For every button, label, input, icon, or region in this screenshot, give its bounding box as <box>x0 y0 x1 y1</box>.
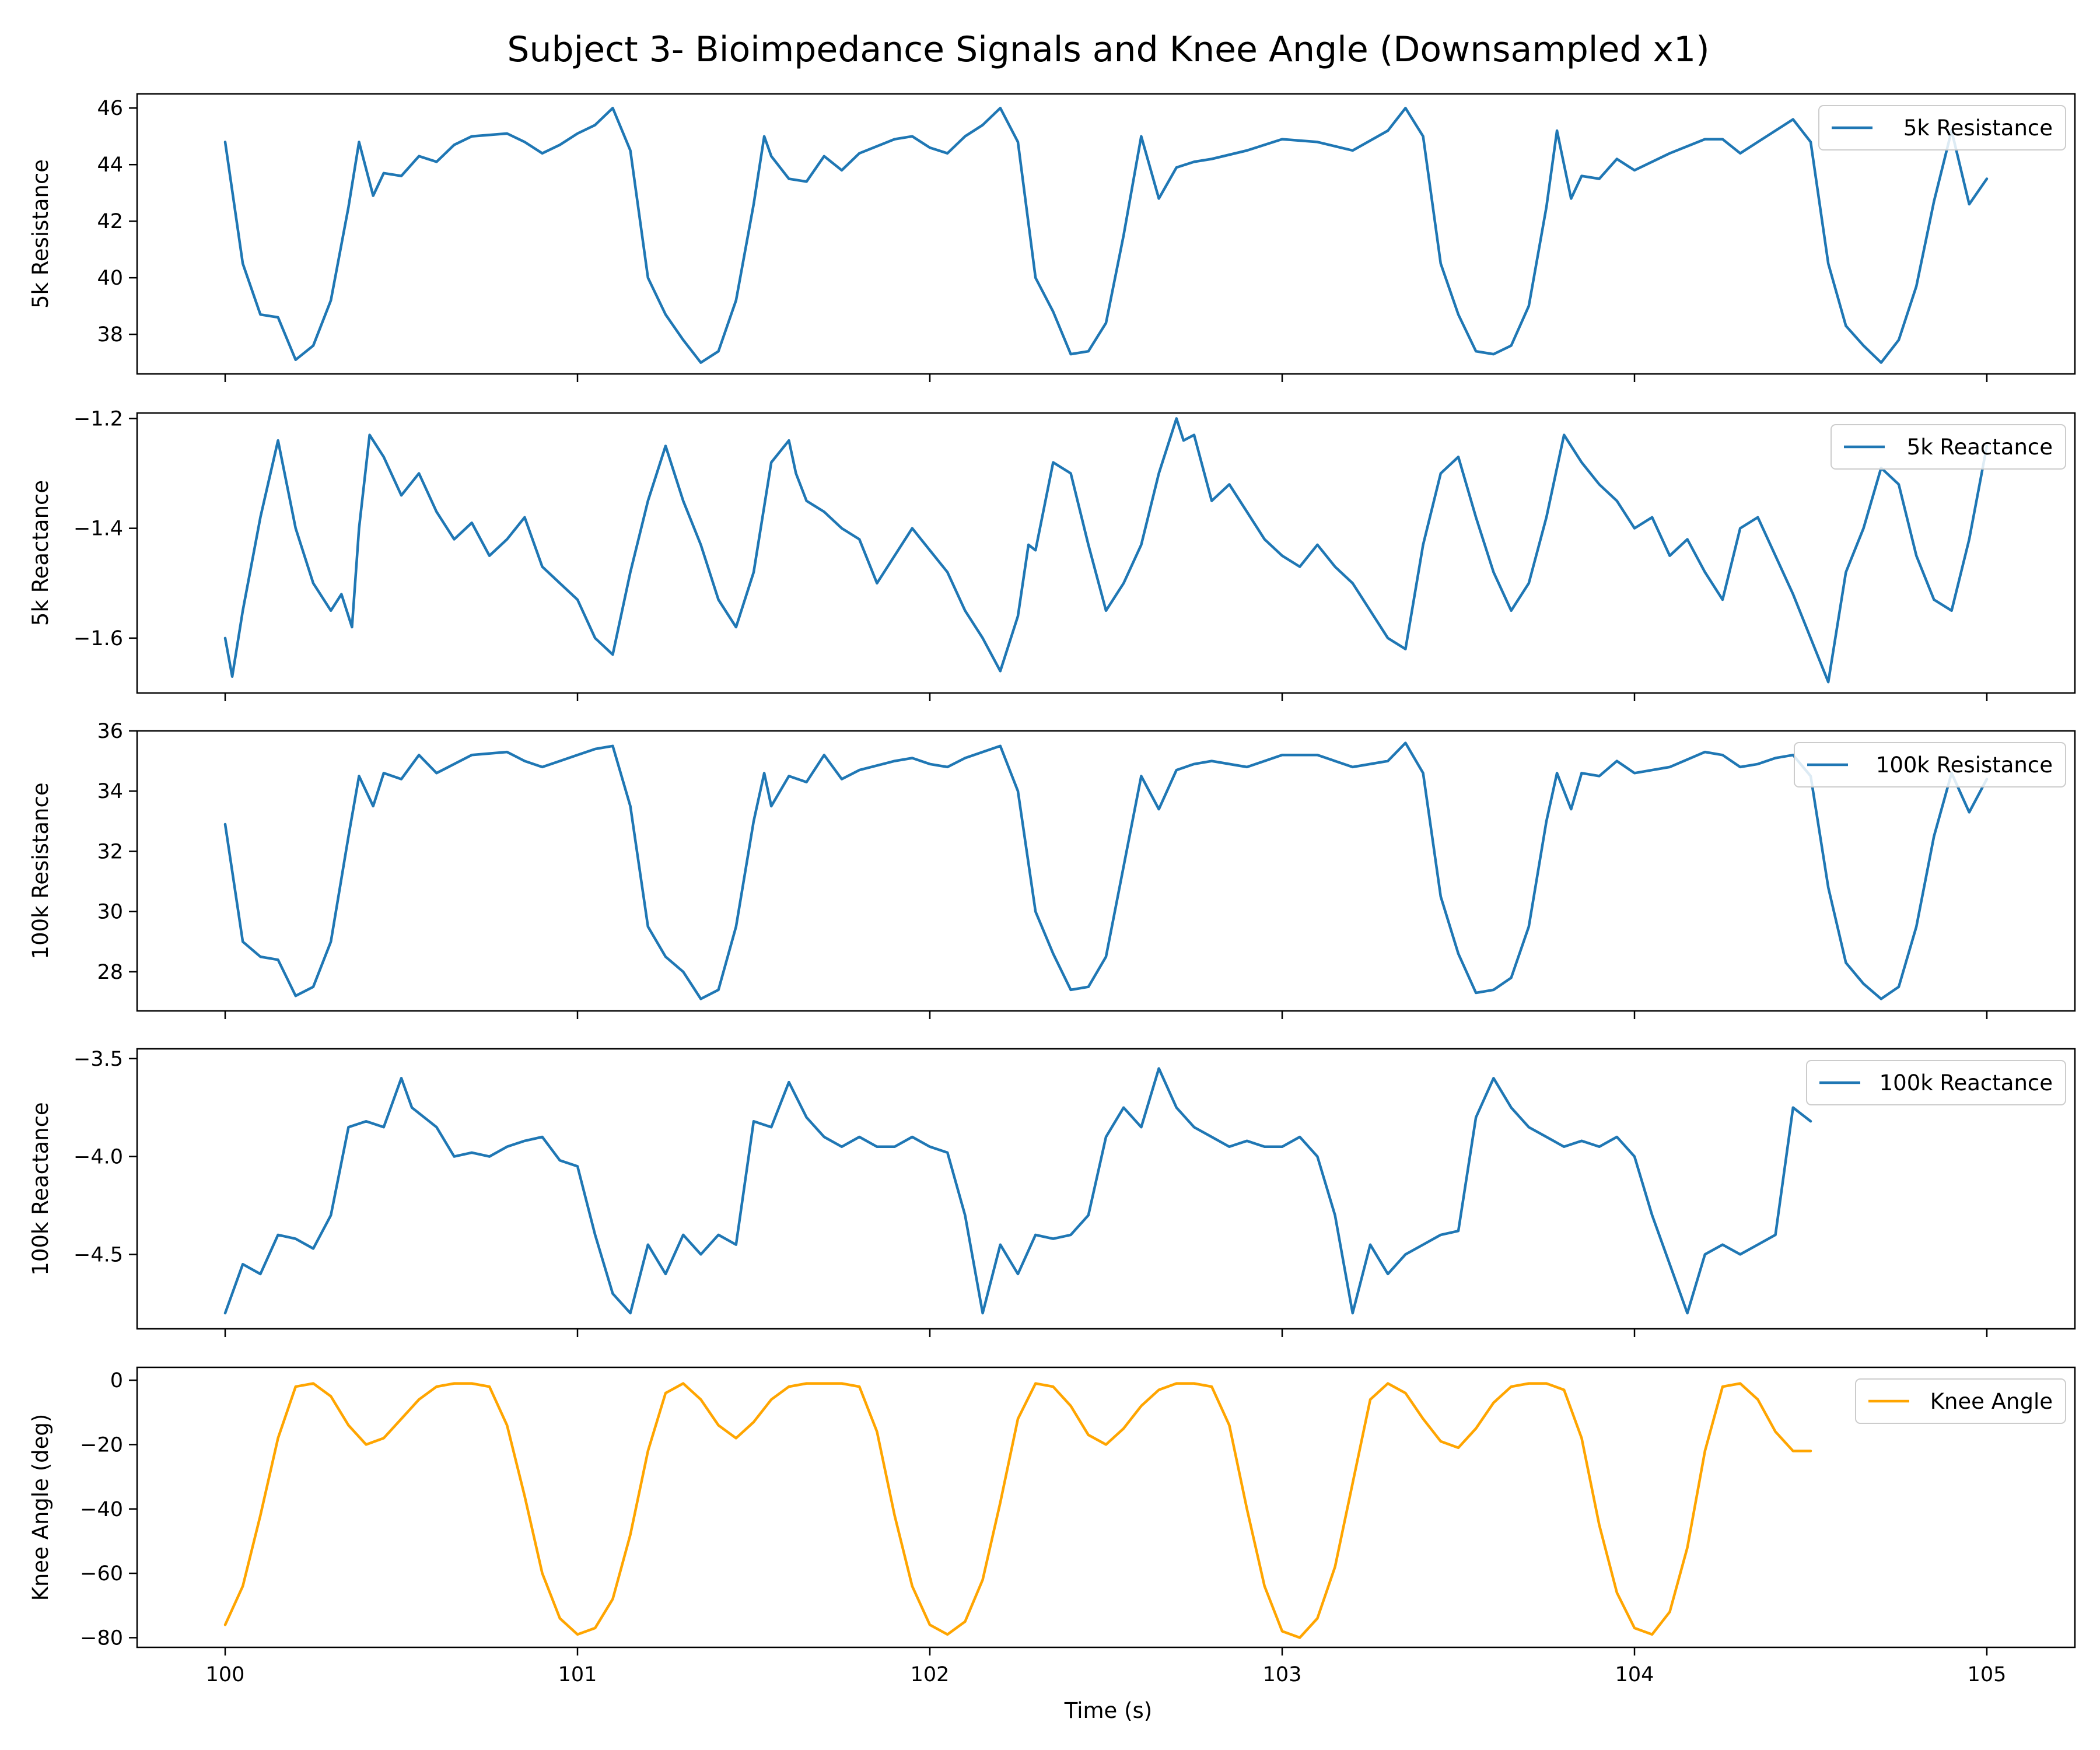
x-axis-label: Time (s) <box>1064 1698 1152 1723</box>
legend: 5k Resistance <box>1818 105 2066 150</box>
x-tick-label: 101 <box>558 1663 597 1686</box>
legend-label: 5k Reactance <box>1907 435 2053 460</box>
legend-box <box>1818 105 2066 150</box>
y-tick-label: 0 <box>110 1369 123 1392</box>
plot-frame <box>136 1048 2076 1330</box>
legend: 100k Resistance <box>1794 742 2066 788</box>
plot-frame <box>136 412 2076 694</box>
x-tick-label: 104 <box>1615 1663 1654 1686</box>
y-tick-label: −60 <box>80 1562 123 1586</box>
y-tick-label: −1.4 <box>74 517 123 541</box>
series-line <box>223 106 1989 364</box>
y-tick-label: −4.0 <box>74 1146 123 1169</box>
series-line <box>223 417 1989 684</box>
y-axis-label: Knee Angle (deg) <box>28 1414 53 1601</box>
series-line <box>223 741 1989 1000</box>
y-tick-label: 36 <box>97 720 123 743</box>
panel-5: −80 −60 −40 −20 0 100 101 102 103 104 105 Knee Angl… <box>28 1366 2076 1686</box>
panel-1: 38 40 42 44 46 5k Resistance 5k Resistance <box>28 93 2076 382</box>
x-tick-label: 100 <box>206 1663 245 1686</box>
legend-label: 5k Resistance <box>1903 116 2053 141</box>
legend-box <box>1794 742 2066 788</box>
y-tick-label: 32 <box>97 840 123 863</box>
y-tick-label: 38 <box>97 323 123 346</box>
legend-label: 100k Reactance <box>1880 1070 2053 1096</box>
legend: Knee Angle <box>1855 1378 2066 1424</box>
legend-box <box>1831 424 2066 470</box>
y-tick-label: −20 <box>80 1433 123 1457</box>
y-tick-label: 30 <box>97 901 123 924</box>
panels: 38 40 42 44 46 5k Resistance 5k Resistance −1.6… <box>28 93 2076 1686</box>
y-tick-label: −1.2 <box>74 407 123 430</box>
x-tick-label: 103 <box>1263 1663 1302 1686</box>
plot-frame <box>136 1366 2076 1648</box>
y-axis-label: 100k Reactance <box>28 1102 53 1275</box>
y-tick-label: 28 <box>97 961 123 984</box>
panel-4: −4.5 −4.0 −3.5 100k Reactance 100k Reactance <box>28 1048 2076 1337</box>
y-tick-label: −40 <box>80 1498 123 1521</box>
chart-title: Subject 3- Bioimpedance Signals and Knee… <box>507 29 1709 70</box>
series-line <box>223 1382 1812 1639</box>
y-tick-label: −80 <box>80 1626 123 1650</box>
series-line <box>223 1067 1812 1315</box>
legend-label: 100k Resistance <box>1876 752 2053 778</box>
legend-label: Knee Angle <box>1930 1389 2053 1414</box>
plot-frame <box>136 730 2076 1012</box>
legend-box <box>1855 1378 2066 1424</box>
y-tick-label: 40 <box>97 267 123 290</box>
panel-3: 28 30 32 34 36 100k Resistance 100k Resistance <box>28 720 2076 1019</box>
y-tick-label: 46 <box>97 97 123 120</box>
y-tick-label: 34 <box>97 780 123 803</box>
panel-2: −1.6 −1.4 −1.2 5k Reactance 5k Reactance <box>28 407 2076 701</box>
legend: 100k Reactance <box>1806 1060 2066 1105</box>
x-tick-label: 105 <box>1968 1663 2007 1686</box>
y-axis-label: 5k Resistance <box>28 159 53 309</box>
y-tick-label: −4.5 <box>74 1243 123 1266</box>
x-tick-label: 102 <box>911 1663 950 1686</box>
legend-box <box>1806 1060 2066 1105</box>
legend: 5k Reactance <box>1831 424 2066 470</box>
y-axis-label: 100k Resistance <box>28 782 53 959</box>
y-tick-label: −3.5 <box>74 1048 123 1071</box>
y-tick-label: 42 <box>97 210 123 233</box>
y-tick-label: 44 <box>97 153 123 177</box>
y-tick-label: −1.6 <box>74 627 123 650</box>
y-axis-label: 5k Reactance <box>28 480 53 626</box>
plot-frame <box>136 93 2076 375</box>
